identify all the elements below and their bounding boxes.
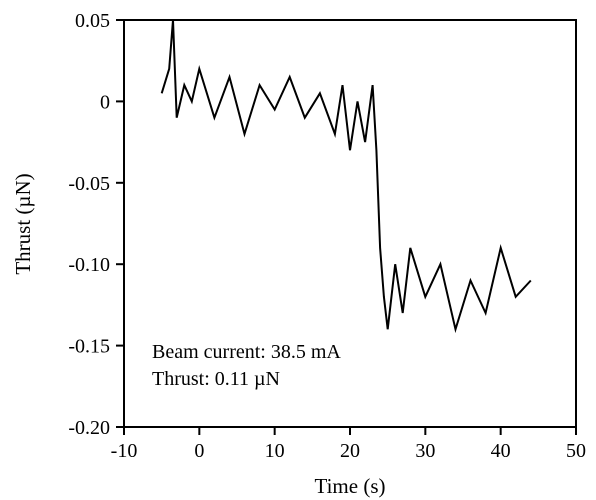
x-tick-label: -10 (111, 440, 138, 462)
plot-area (160, 19, 532, 334)
thrust-series-line (160, 19, 532, 334)
x-axis-title: Time (s) (315, 474, 386, 498)
x-tick-label: 0 (194, 440, 204, 462)
y-tick-label: -0.20 (68, 417, 110, 439)
y-tick-label: 0.05 (75, 10, 110, 32)
x-axis: -10 0 10 20 30 40 50 (111, 427, 586, 462)
y-tick-label: -0.15 (68, 336, 110, 358)
x-tick-label: 10 (265, 440, 285, 462)
y-tick-label: -0.05 (68, 173, 110, 195)
y-axis-title: Thrust (µN) (11, 173, 35, 274)
y-tick-label: 0 (100, 91, 110, 113)
x-tick-label: 20 (340, 440, 360, 462)
plot-frame (123, 19, 577, 428)
annotation-thrust: Thrust: 0.11 µN (152, 368, 280, 390)
annotation-beam-current: Beam current: 38.5 mA (152, 341, 341, 363)
x-tick-label: 40 (491, 440, 511, 462)
y-axis: 0.05 0 -0.05 -0.10 -0.15 -0.20 (68, 10, 124, 439)
y-tick-label: -0.10 (68, 254, 110, 276)
x-tick-label: 30 (415, 440, 435, 462)
x-tick-label: 50 (566, 440, 586, 462)
